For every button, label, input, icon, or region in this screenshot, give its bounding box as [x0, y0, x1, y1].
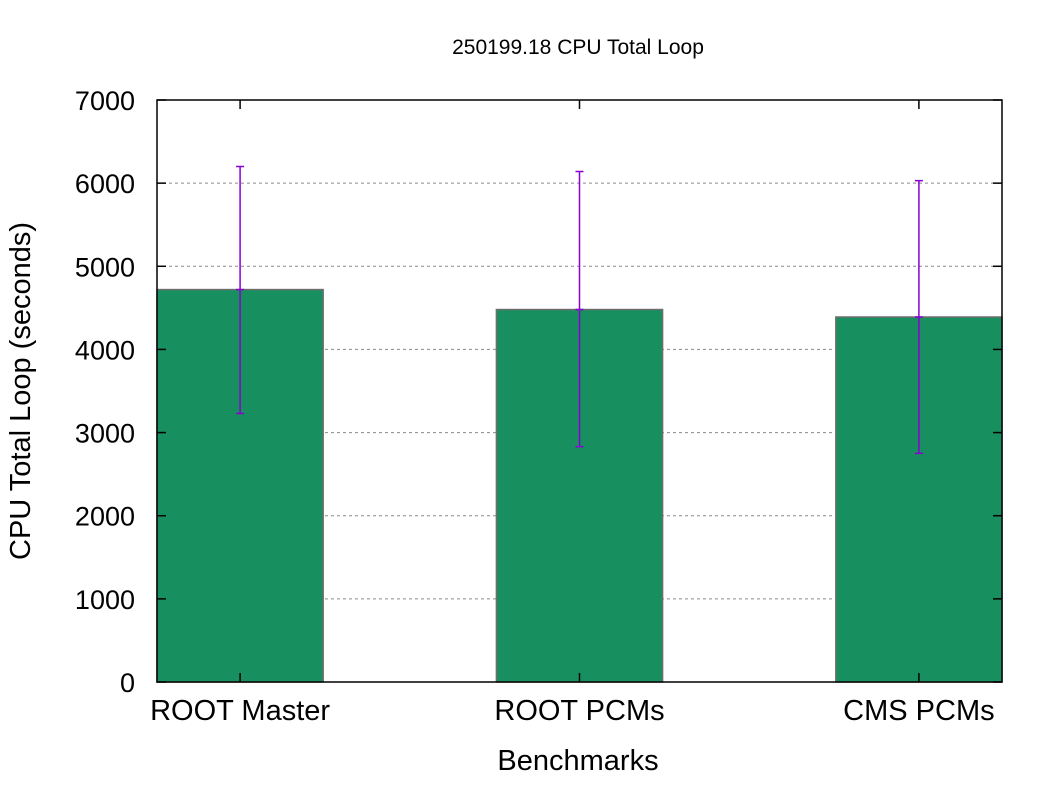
y-tick-label: 7000 [75, 86, 135, 116]
error-bars [236, 165, 923, 455]
bars [156, 288, 1003, 683]
y-axis-label: CPU Total Loop (seconds) [5, 222, 37, 560]
error-bar [914, 179, 923, 455]
x-tick-label: CMS PCMs [843, 695, 994, 727]
x-axis-ticks: ROOT Master ROOT PCMs CMS PCMs [150, 100, 995, 727]
x-tick-label: ROOT Master [150, 695, 330, 727]
x-tick-label: ROOT PCMs [494, 695, 664, 727]
y-tick-label: 6000 [75, 169, 135, 199]
y-tick-label: 4000 [75, 335, 135, 365]
y-axis-ticks: 0 1000 2000 3000 4000 5000 6000 7000 [75, 86, 1002, 698]
x-axis-label: Benchmarks [497, 745, 658, 777]
chart-title: 250199.18 CPU Total Loop [452, 36, 704, 59]
y-tick-label: 3000 [75, 419, 135, 449]
error-bar [575, 170, 584, 448]
y-tick-label: 2000 [75, 502, 135, 532]
y-tick-label: 0 [120, 668, 135, 698]
y-tick-label: 5000 [75, 252, 135, 282]
error-bar [236, 165, 245, 415]
y-tick-label: 1000 [75, 585, 135, 615]
